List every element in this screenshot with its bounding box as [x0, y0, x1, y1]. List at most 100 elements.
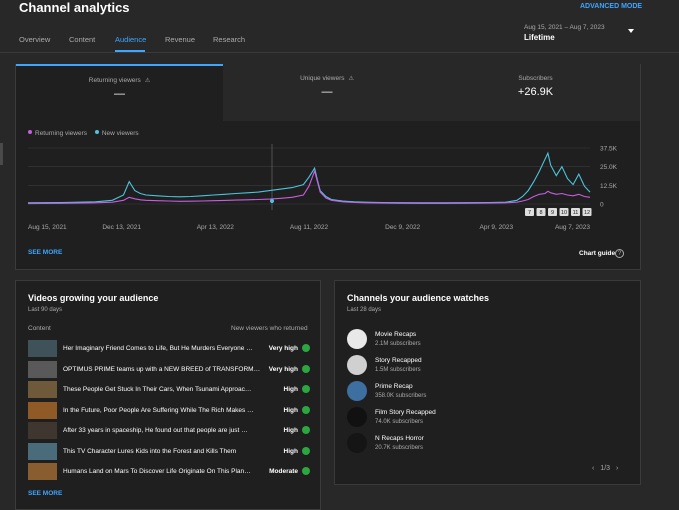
active-tab-indicator [115, 50, 145, 52]
video-title[interactable]: Her Imaginary Friend Comes to Life, But … [63, 345, 253, 352]
warning-icon: ⚠ [348, 76, 354, 82]
pagination: ‹ 1/3 › [592, 465, 618, 472]
channel-subscribers: 358.0K subscribers [375, 393, 427, 399]
video-thumbnail[interactable] [28, 442, 57, 460]
returning-level: High [283, 427, 298, 434]
series-line-1[interactable] [27, 151, 591, 204]
card-subtitle: Last 28 days [347, 307, 382, 313]
check-icon [302, 446, 310, 455]
event-marker[interactable] [525, 208, 534, 216]
warning-icon: ⚠ [144, 78, 151, 84]
video-row[interactable]: Her Imaginary Friend Comes to Life, But … [28, 340, 313, 360]
column-header-metric: New viewers who returned [231, 325, 308, 332]
check-icon [302, 467, 310, 475]
y-tick-label: 0 [600, 202, 604, 209]
video-row[interactable]: OPTIMUS PRIME teams up with a NEW BREED … [28, 360, 313, 381]
y-tick-label: 25.0K [600, 164, 618, 171]
video-thumbnail[interactable] [28, 401, 57, 419]
chevron-down-icon[interactable] [628, 29, 634, 33]
x-tick-label: Dec 13, 2021 [102, 224, 141, 231]
check-icon [302, 426, 310, 434]
returning-level: Very high [268, 365, 298, 373]
event-marker-label: 7 [528, 210, 531, 216]
page-title: Channel analytics [19, 0, 130, 15]
check-icon [302, 385, 310, 393]
tab-overview[interactable]: Overview [19, 35, 51, 44]
kpi-label: Subscribers [518, 75, 553, 82]
channel-name[interactable]: Film Story Recapped [375, 409, 436, 416]
event-marker-label: 12 [584, 210, 590, 216]
video-title[interactable]: This TV Character Lures Kids into the Fo… [63, 447, 237, 455]
tab-research[interactable]: Research [213, 35, 246, 44]
channel-avatar[interactable] [347, 407, 367, 427]
see-more-link[interactable]: SEE MORE [28, 490, 63, 497]
chevron-left-icon[interactable]: ‹ [592, 465, 595, 472]
card-title: Channels your audience watches [347, 293, 490, 303]
video-row[interactable]: Humans Land on Mars To Discover Life Ori… [28, 463, 313, 483]
event-marker-label: 11 [573, 210, 579, 216]
legend-dot-icon [94, 130, 99, 134]
kpi-value: — [321, 86, 333, 98]
video-title[interactable]: Humans Land on Mars To Discover Life Ori… [63, 468, 251, 475]
see-more-link[interactable]: SEE MORE [28, 249, 63, 256]
check-icon [302, 405, 310, 414]
channel-name[interactable]: N Recaps Horror [375, 435, 424, 442]
channel-subscribers: 20.7K subscribers [375, 445, 424, 451]
returning-level: Moderate [269, 468, 298, 475]
channel-subscribers: 1.5M subscribers [375, 367, 421, 373]
tab-audience[interactable]: Audience [115, 35, 147, 44]
channel-name[interactable]: Story Recapped [375, 357, 422, 364]
channel-avatar[interactable] [347, 329, 367, 349]
period-selector[interactable]: Lifetime [524, 33, 555, 42]
channel-avatar[interactable] [347, 355, 367, 375]
kpi-unique-viewers[interactable]: Unique viewers ⚠ — [223, 64, 431, 121]
date-range-text[interactable]: Aug 15, 2021 – Aug 7, 2023 [524, 24, 605, 31]
video-thumbnail[interactable] [28, 422, 57, 439]
video-row[interactable]: After 33 years in spaceship, He found ou… [28, 422, 313, 442]
y-tick-label: 12.5K [600, 183, 618, 190]
advanced-mode-button[interactable]: ADVANCED MODE [580, 3, 643, 10]
card-subtitle: Last 90 days [28, 307, 63, 313]
video-title[interactable]: OPTIMUS PRIME teams up with a NEW BREED … [63, 365, 261, 373]
video-title[interactable]: In the Future, Poor People Are Suffering… [63, 406, 254, 414]
returning-level: Very high [268, 345, 298, 352]
chart-guide-link[interactable]: Chart guide [579, 250, 616, 257]
event-marker[interactable] [582, 208, 592, 216]
channel-subscribers: 74.0K subscribers [375, 419, 424, 425]
tab-content[interactable]: Content [69, 35, 96, 44]
video-thumbnail[interactable] [28, 463, 57, 480]
channel-avatar[interactable] [347, 433, 367, 453]
video-row[interactable]: This TV Character Lures Kids into the Fo… [28, 442, 313, 463]
kpi-label: Returning viewers [88, 77, 141, 84]
video-row[interactable]: These People Get Stuck In Their Cars, Wh… [28, 381, 313, 401]
event-marker[interactable] [559, 208, 569, 216]
channel-name[interactable]: Prime Recap [375, 383, 413, 390]
chart-legend: Returning viewers New viewers [28, 130, 139, 137]
video-title[interactable]: After 33 years in spaceship, He found ou… [63, 427, 248, 434]
legend-dot-icon [28, 130, 32, 134]
event-marker-label: 10 [561, 210, 567, 216]
video-thumbnail[interactable] [28, 360, 57, 378]
side-panel-handle[interactable] [0, 143, 3, 165]
kpi-returning-viewers[interactable]: Returning viewers ⚠ — [16, 64, 223, 121]
audience-line-chart[interactable]: 37.5K 25.0K 12.5K 0 Aug 15, 2021 Dec 13, 2021… [20, 140, 640, 240]
kpi-subscribers[interactable]: Subscribers +26.9K [431, 64, 640, 121]
chevron-right-icon[interactable]: › [615, 465, 619, 472]
x-tick-label: Apr 13, 2022 [197, 224, 235, 231]
video-row[interactable]: In the Future, Poor People Are Suffering… [28, 401, 313, 422]
video-thumbnail[interactable] [28, 381, 57, 398]
help-icon[interactable]: ? [615, 249, 624, 258]
event-marker[interactable] [571, 208, 580, 216]
tab-revenue[interactable]: Revenue [165, 35, 196, 44]
event-marker[interactable] [536, 208, 546, 216]
x-tick-label: Dec 9, 2022 [385, 224, 420, 231]
video-title[interactable]: These People Get Stuck In Their Cars, Wh… [63, 386, 252, 393]
channel-avatar[interactable] [347, 381, 367, 401]
event-marker[interactable] [548, 208, 557, 216]
kpi-label: Unique viewers [300, 75, 345, 82]
channel-name[interactable]: Movie Recaps [375, 331, 417, 338]
series-line-0[interactable] [27, 169, 591, 205]
event-marker-label: 8 [539, 210, 542, 216]
x-tick-label: Aug 15, 2021 [28, 224, 67, 231]
video-thumbnail[interactable] [28, 340, 57, 357]
